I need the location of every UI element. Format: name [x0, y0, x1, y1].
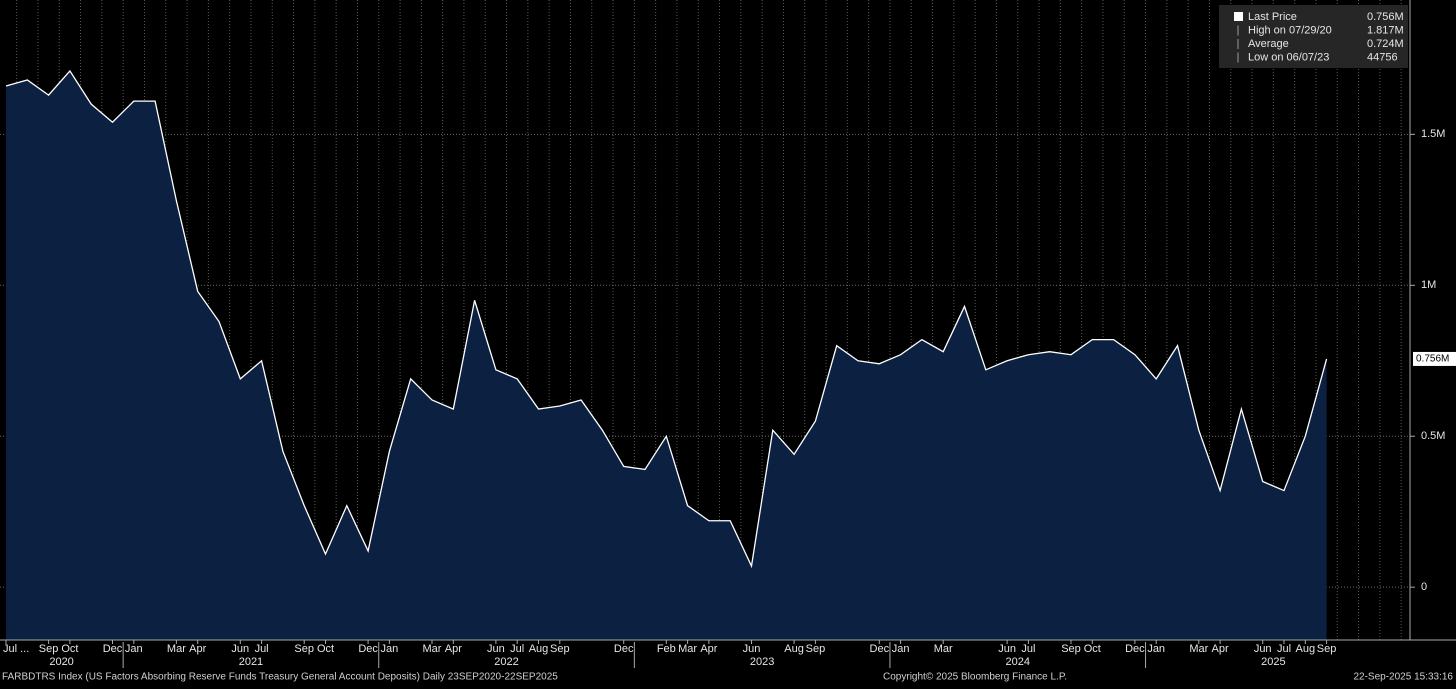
x-tick-label: Oct [1084, 643, 1101, 655]
last-value-label: 0.756M [1416, 354, 1449, 365]
x-tick-label: Apr [445, 643, 462, 655]
x-tick-label: Dec [870, 643, 890, 655]
x-tick-label: Jun [231, 643, 249, 655]
x-tick-label: Jan [1147, 643, 1165, 655]
x-tick-label: Sep [294, 643, 314, 655]
legend-value: 0.756M [1367, 11, 1404, 23]
x-tick-label: Sep [550, 643, 570, 655]
x-tick-label: Jul [255, 643, 269, 655]
x-tick-label: Jan [125, 643, 143, 655]
x-tick-label: Mar [167, 643, 186, 655]
x-tick-label: Sep [1317, 643, 1337, 655]
year-label: 2020 [49, 656, 73, 668]
year-label: 2023 [750, 656, 774, 668]
legend-label: High on 07/29/20 [1248, 24, 1332, 36]
x-tick-label: Oct [61, 643, 78, 655]
x-tick-label: Jul [510, 643, 524, 655]
x-tick-label: Dec [103, 643, 123, 655]
x-tick-label: Jan [381, 643, 399, 655]
x-tick-label: Aug [784, 643, 804, 655]
legend-swatch [1234, 12, 1243, 21]
area [6, 70, 1327, 640]
y-tick-label: 1.5M [1421, 128, 1445, 140]
x-tick-label: Jan [892, 643, 910, 655]
x-tick-label: Aug [529, 643, 549, 655]
x-tick-label: Mar [423, 643, 442, 655]
last-value-box [1413, 351, 1456, 366]
x-tick-label: Apr [189, 643, 206, 655]
legend-value: 1.817M [1367, 24, 1404, 36]
x-tick-label: Jul ... [3, 643, 29, 655]
year-label: 2022 [494, 656, 518, 668]
legend-value: 44756 [1367, 51, 1398, 63]
x-tick-label: Feb [657, 643, 676, 655]
year-label: 2025 [1261, 656, 1285, 668]
y-tick-label: 0.5M [1421, 430, 1445, 442]
legend-bg [1219, 5, 1408, 68]
x-tick-label: Jun [487, 643, 505, 655]
year-label: 2021 [239, 656, 263, 668]
x-tick-label: Sep [39, 643, 59, 655]
footer-center: Copyright© 2025 Bloomberg Finance L.P. [883, 672, 1067, 683]
x-tick-label: Jun [998, 643, 1016, 655]
x-tick-label: Aug [1296, 643, 1316, 655]
line [5, 69, 1328, 569]
x-tick-label: Sep [1061, 643, 1081, 655]
footer-left: FARBDTRS Index (US Factors Absorbing Res… [2, 672, 558, 683]
x-tick-label: Dec [1125, 643, 1145, 655]
y-tick-label: 0 [1421, 581, 1427, 593]
x-tick-label: Mar [934, 643, 953, 655]
x-tick-label: Mar [678, 643, 697, 655]
x-tick-label: Jun [1254, 643, 1272, 655]
x-tick-label: Jul [1021, 643, 1035, 655]
year-label: 2024 [1006, 656, 1030, 668]
x-tick-label: Dec [358, 643, 378, 655]
legend-label: Last Price [1248, 11, 1297, 23]
x-tick-label: Sep [806, 643, 826, 655]
x-tick-label: Apr [700, 643, 717, 655]
legend-value: 0.724M [1367, 38, 1404, 50]
footer-right: 22-Sep-2025 15:33:16 [1353, 672, 1453, 683]
x-tick-label: Dec [614, 643, 634, 655]
legend-label: Low on 06/07/23 [1248, 51, 1329, 63]
y-tick-label: 1M [1421, 279, 1436, 291]
x-tick-label: Jun [743, 643, 761, 655]
legend: Last Price 0.756M High on 07/29/20 1.817M Av… [1219, 5, 1408, 68]
x-tick-label: Jul [1277, 643, 1291, 655]
x-tick-label: Oct [317, 643, 334, 655]
x-tick-label: Apr [1212, 643, 1229, 655]
x-tick-label: Mar [1189, 643, 1208, 655]
legend-label: Average [1248, 38, 1289, 50]
